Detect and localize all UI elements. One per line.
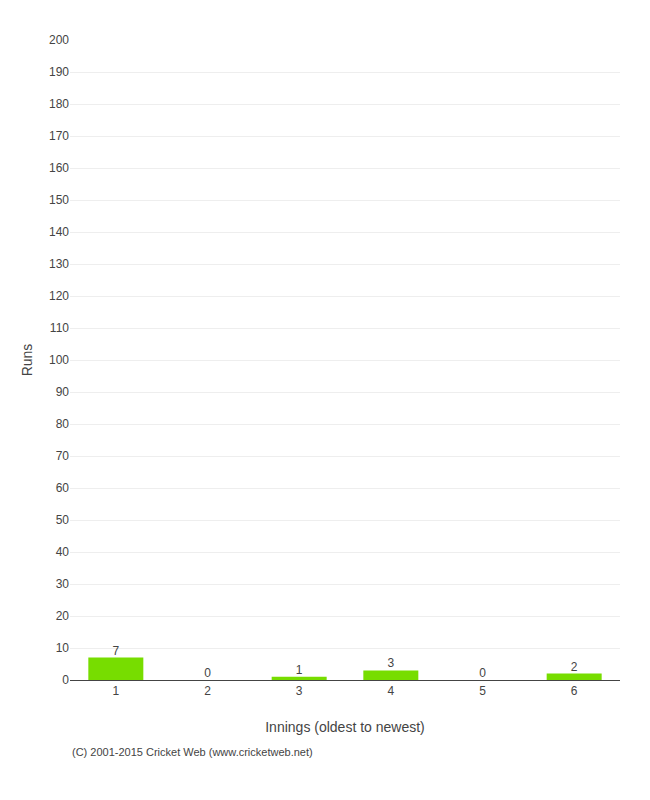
svg-text:0: 0 <box>62 673 69 687</box>
svg-text:170: 170 <box>49 129 69 143</box>
svg-text:0: 0 <box>204 666 211 680</box>
svg-text:120: 120 <box>49 289 69 303</box>
svg-text:3: 3 <box>296 684 303 698</box>
svg-text:130: 130 <box>49 257 69 271</box>
svg-text:90: 90 <box>56 385 70 399</box>
svg-text:6: 6 <box>571 684 578 698</box>
svg-text:1: 1 <box>296 663 303 677</box>
svg-text:5: 5 <box>479 684 486 698</box>
svg-text:Innings (oldest to newest): Innings (oldest to newest) <box>265 719 425 735</box>
svg-text:10: 10 <box>56 641 70 655</box>
svg-text:0: 0 <box>479 666 486 680</box>
svg-text:(C) 2001-2015 Cricket Web (www: (C) 2001-2015 Cricket Web (www.cricketwe… <box>72 746 313 758</box>
svg-text:100: 100 <box>49 353 69 367</box>
svg-text:190: 190 <box>49 65 69 79</box>
svg-text:150: 150 <box>49 193 69 207</box>
svg-text:60: 60 <box>56 481 70 495</box>
svg-text:140: 140 <box>49 225 69 239</box>
svg-text:7: 7 <box>112 644 119 658</box>
svg-text:2: 2 <box>204 684 211 698</box>
svg-text:180: 180 <box>49 97 69 111</box>
svg-text:Runs: Runs <box>19 344 35 377</box>
svg-text:80: 80 <box>56 417 70 431</box>
svg-text:30: 30 <box>56 577 70 591</box>
svg-text:50: 50 <box>56 513 70 527</box>
svg-text:160: 160 <box>49 161 69 175</box>
svg-text:1: 1 <box>112 684 119 698</box>
svg-text:4: 4 <box>387 684 394 698</box>
svg-text:3: 3 <box>387 656 394 670</box>
svg-text:200: 200 <box>49 33 69 47</box>
svg-text:70: 70 <box>56 449 70 463</box>
svg-text:40: 40 <box>56 545 70 559</box>
svg-text:2: 2 <box>571 660 578 674</box>
svg-text:110: 110 <box>50 321 69 335</box>
svg-text:20: 20 <box>56 609 70 623</box>
